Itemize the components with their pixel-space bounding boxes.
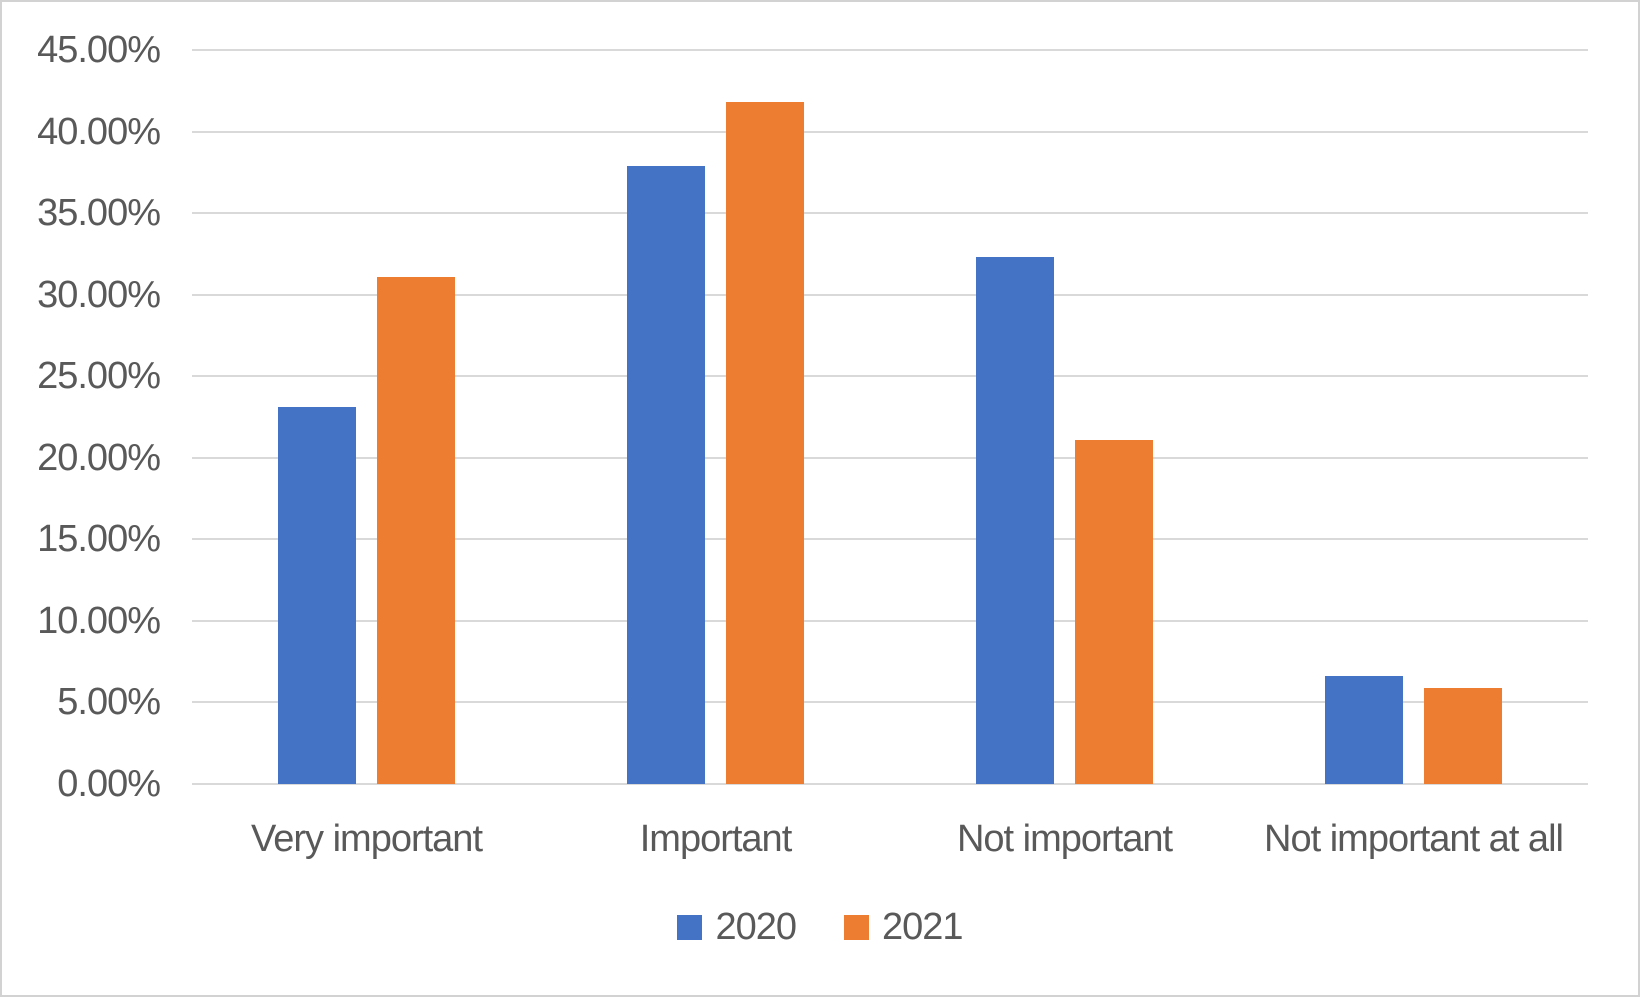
y-tick-label: 35.00% <box>37 192 161 235</box>
gridline-25 <box>192 375 1588 378</box>
x-axis-label-not-important: Not important <box>956 817 1173 860</box>
gridline-20 <box>192 456 1588 459</box>
plot-area <box>192 49 1588 785</box>
y-tick-label: 5.00% <box>57 681 161 724</box>
bar-group-very-important <box>192 50 541 784</box>
gridline-5 <box>192 701 1588 704</box>
y-tick-label: 15.00% <box>37 518 161 561</box>
gridline-0 <box>192 783 1588 785</box>
bar-2021-very-important <box>377 276 455 784</box>
bar-group-not-important <box>890 50 1239 784</box>
legend-item-2021: 2021 <box>844 903 964 951</box>
x-axis-label-important: Important <box>639 817 793 860</box>
bar-group-not-important-at-all <box>1239 50 1588 784</box>
y-tick-label: 25.00% <box>37 355 161 398</box>
bar-2020-important <box>627 165 705 784</box>
legend: 2020 2021 <box>2 895 1638 959</box>
gridline-35 <box>192 212 1588 215</box>
gridline-15 <box>192 538 1588 541</box>
y-tick-label: 20.00% <box>37 436 161 479</box>
bar-2020-not-important-at-all <box>1325 676 1403 784</box>
bar-group-important <box>541 50 890 784</box>
y-tick-label: 30.00% <box>37 273 161 316</box>
gridline-45 <box>192 49 1588 51</box>
gridline-30 <box>192 293 1588 296</box>
bar-2021-important <box>726 102 804 784</box>
legend-label-2020: 2020 <box>715 906 797 948</box>
y-tick-label: 10.00% <box>37 599 161 642</box>
bar-2020-not-important <box>976 257 1054 784</box>
bar-2021-not-important <box>1075 439 1153 784</box>
y-tick-label: 40.00% <box>37 110 161 153</box>
legend-swatch-2021-icon <box>844 914 869 940</box>
x-axis: Very important Important Not important Not … <box>192 786 1588 892</box>
x-axis-label-very-important: Very important <box>251 817 483 860</box>
bar-groups <box>192 50 1588 784</box>
legend-label-2021: 2021 <box>882 906 964 948</box>
bar-2021-not-important-at-all <box>1424 687 1502 784</box>
y-tick-label: 45.00% <box>37 29 161 71</box>
legend-item-2020: 2020 <box>677 903 797 951</box>
legend-swatch-2020-icon <box>677 914 703 940</box>
y-tick-label: 0.00% <box>57 763 161 805</box>
y-axis: 45.00% 40.00% 35.00% 30.00% 25.00% 20.00% 15.0… <box>2 29 161 805</box>
x-axis-label-not-important-at-all: Not important at all <box>1264 817 1564 860</box>
gridline-40 <box>192 130 1588 133</box>
gridline-10 <box>192 619 1588 622</box>
bar-2020-very-important <box>278 407 356 784</box>
